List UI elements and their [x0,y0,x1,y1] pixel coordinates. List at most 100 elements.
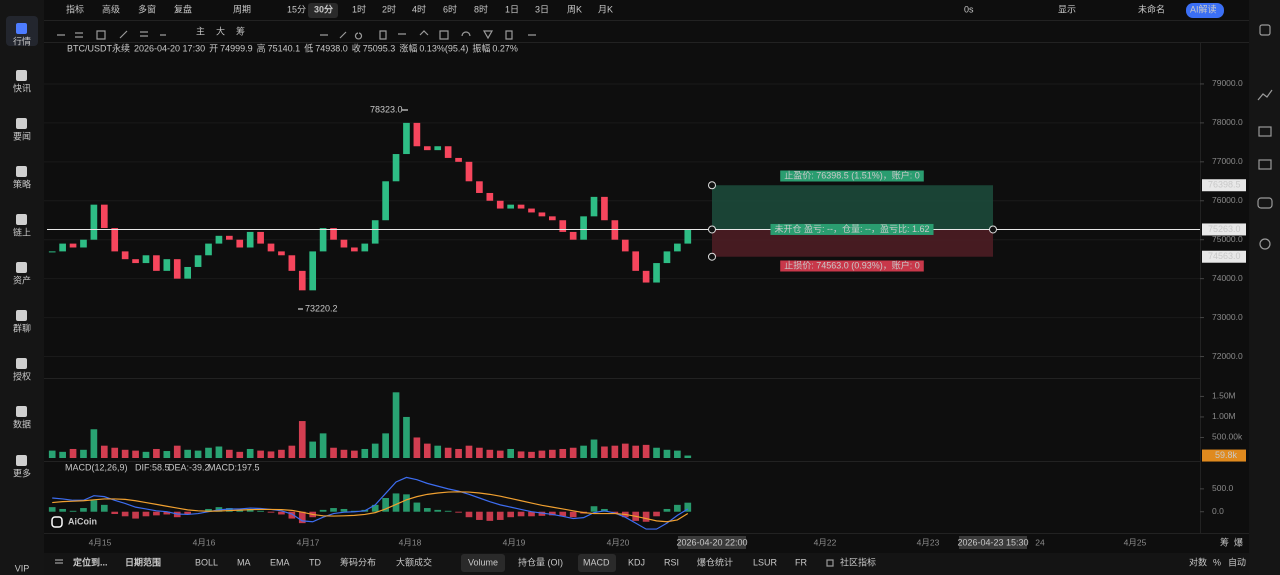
bottom-item[interactable]: % [1213,557,1221,567]
volume-bar [48,450,56,458]
nav-label[interactable]: 行情 [13,35,31,46]
handle[interactable] [708,225,716,234]
candle [413,122,421,147]
period[interactable]: 6时 [443,3,457,14]
volume-bar [361,448,369,458]
nav-label[interactable]: 快讯 [13,82,31,93]
toolbar-item[interactable]: 未命名 [1138,3,1165,14]
indicator-tab[interactable]: RSI [664,557,679,567]
nav-icon [16,455,27,466]
indicator-tab[interactable]: FR [795,557,807,567]
volume-bar [298,421,306,458]
draw-tool[interactable]: 主 [196,25,205,36]
macd-bar [507,511,514,518]
volume-bar [392,392,400,458]
period[interactable]: 4时 [412,3,426,14]
indicator-tab[interactable]: LSUR [753,557,778,567]
symbol: BTC/USDT永续 [67,42,130,53]
toolbar-item[interactable]: 高级 [102,3,120,14]
nav-label[interactable]: 链上 [13,226,31,237]
handle[interactable] [708,252,716,261]
bottom-item[interactable]: 定位到... [72,556,108,567]
x-tick-label: 4月16 [193,537,216,547]
indicator-tab[interactable]: 社区指标 [840,556,876,567]
handle[interactable] [708,181,716,190]
logo-mark [51,516,63,528]
candle [674,243,681,252]
toolbar-item[interactable]: 复盘 [174,3,192,14]
volume-bar [663,449,671,458]
indicator-tab[interactable]: 持仓量 (OI) [518,556,563,567]
ai-button[interactable] [1186,3,1224,18]
period[interactable]: 2时 [382,3,396,14]
draw-tool[interactable]: 筹 [236,25,245,36]
candle [528,208,535,213]
period[interactable]: 30分 [314,3,333,14]
period[interactable]: 月K [598,4,613,14]
macd-bar [257,510,264,512]
bottom-item[interactable]: 日期范围 [125,556,161,567]
candle [663,251,671,264]
nav-label[interactable]: 要闻 [13,131,31,141]
nav-label[interactable]: VIP [15,563,30,573]
indicator-tab[interactable]: Volume [468,557,498,567]
candle [621,239,629,252]
indicator-tab[interactable]: MA [237,557,251,567]
cursor-label: 2026-04-23 15:30 [957,537,1028,547]
volume-bar [330,447,337,458]
toolbar-item[interactable]: AI解读 [1190,3,1217,14]
period[interactable]: 1时 [352,3,366,14]
toolbar-item[interactable]: 显示 [1058,4,1076,14]
indicator-tab[interactable]: KDJ [628,557,645,567]
macd-bar [90,500,98,512]
icon [1258,126,1272,137]
nav-icon [16,262,27,273]
candle [257,231,264,244]
side-label[interactable]: 筹 [1220,536,1229,547]
nav-label[interactable]: 数据 [13,418,31,429]
macd-bar [486,511,494,521]
handle[interactable] [989,225,997,234]
nav-label[interactable]: 群聊 [13,322,31,333]
macd-bar [444,510,452,512]
draw-tool[interactable]: 大 [216,25,225,36]
macd-bar [298,511,306,524]
nav-label[interactable]: 更多 [13,467,31,478]
macd-bar [382,498,389,512]
indicator-tab[interactable]: TD [309,557,321,567]
x-tick-label: 4月18 [399,537,422,547]
side-label[interactable]: 爆 [1234,536,1243,547]
nav-label[interactable]: 授权 [13,370,31,381]
candle [184,266,191,279]
nav-label[interactable]: 资产 [13,274,31,285]
toolbar-item[interactable]: 0s [964,4,974,14]
bottom-bar [44,553,1249,575]
indicator-tab[interactable]: MACD [583,557,610,567]
period[interactable]: 周K [567,4,582,14]
icon [1257,89,1273,101]
y-tick-label: 78000.0 [1212,117,1243,127]
volume-bar [132,450,139,458]
indicator-tab[interactable]: EMA [270,557,290,567]
period[interactable]: 1日 [505,4,519,14]
candle [330,228,337,240]
bottom-item[interactable]: 对数 [1189,556,1207,567]
position-label-bg [770,223,934,235]
indicator-tab[interactable]: 大额成交 [396,556,432,567]
price-tag-label: 76398.5 [1208,180,1241,190]
indicator-tab[interactable]: BOLL [195,557,218,567]
indicator-tab[interactable]: 爆仓统计 [697,556,733,567]
toolbar-item[interactable]: 指标 [66,3,84,14]
toolbar-item[interactable]: 周期 [233,4,251,14]
cursor-label-bg [678,536,746,549]
nav-icon [16,358,27,369]
toolbar-item[interactable]: 多窗 [138,3,156,14]
indicator-tab[interactable]: 筹码分布 [340,556,376,567]
info-value: 0.27% [492,43,518,53]
period[interactable]: 15分 [287,4,306,14]
nav-label[interactable]: 策略 [13,178,31,189]
period[interactable]: 3日 [535,4,549,14]
volume-bar [642,444,650,458]
bottom-item[interactable]: 自动 [1228,556,1246,567]
period[interactable]: 8时 [474,3,488,14]
